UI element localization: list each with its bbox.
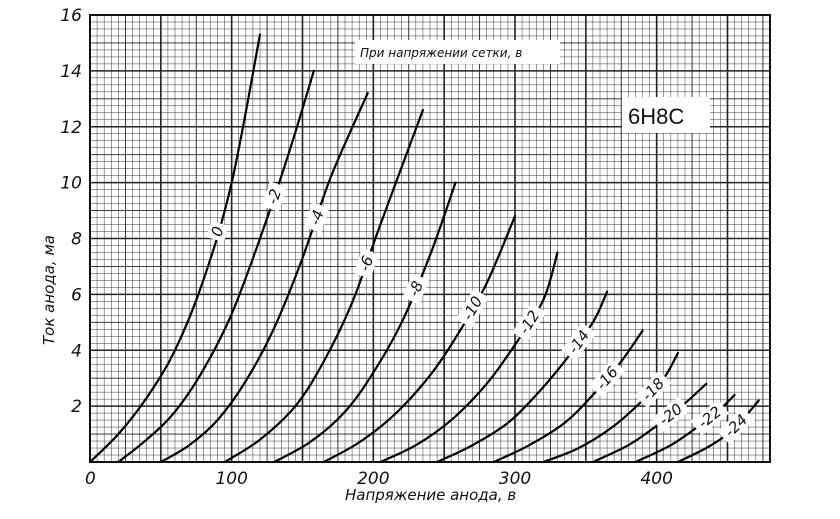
curve-label-bg xyxy=(456,288,489,328)
curve-grid--2 xyxy=(117,69,315,464)
curve-grid-0 xyxy=(88,33,262,464)
y-tick-label: 4 xyxy=(71,341,82,361)
curve-label-group: -8 xyxy=(402,273,430,305)
curve-label-bg xyxy=(512,302,547,342)
legend-title: При напряжении сетки, в xyxy=(360,46,522,60)
curve-label: -8 xyxy=(405,278,427,299)
curve-label-group: 0 xyxy=(206,220,229,243)
y-axis-title: Ток анода, ма xyxy=(40,235,58,345)
y-tick-label: 8 xyxy=(71,230,82,250)
curve-grid--14 xyxy=(436,290,609,464)
curve-grid--4 xyxy=(159,92,369,464)
curve-label-bg xyxy=(588,359,626,398)
curve-label-group: -4 xyxy=(303,202,330,233)
curve-grid--16 xyxy=(492,329,644,464)
curves: 0-2-4-6-8-10 -12-14-16 -18-20 -22-24 xyxy=(88,33,760,464)
x-tick-label: 400 xyxy=(640,469,672,489)
curve-label-bg xyxy=(561,322,597,362)
curve-label-bg xyxy=(690,399,730,436)
legend-box xyxy=(355,40,560,64)
curve-label: -4 xyxy=(306,207,328,227)
y-tick-label: 12 xyxy=(60,118,82,138)
tube-label-box xyxy=(622,97,710,133)
tick-labels: 0 100 200 300 400 2 4 6 8 10 12 14 16 xyxy=(60,6,673,489)
chart-grid xyxy=(89,14,771,463)
curve-label: -6 xyxy=(355,253,377,273)
y-tick-label: 6 xyxy=(71,285,82,305)
curve-grid--6 xyxy=(223,108,424,464)
curve-label-group: -2 xyxy=(261,181,287,212)
x-tick-label: 100 xyxy=(215,469,247,489)
curve-grid--12 xyxy=(379,251,559,464)
curve-grid--20 xyxy=(591,382,708,464)
curve-label-bg xyxy=(303,202,330,233)
x-tick-label: 300 xyxy=(499,469,531,489)
y-tick-label: 14 xyxy=(60,62,82,82)
curve-label-group: -14 xyxy=(561,322,597,362)
curve-label-bg xyxy=(206,220,229,243)
x-tick-label: 0 xyxy=(85,469,96,489)
tube-label: 6Н8С xyxy=(628,104,684,129)
x-tick-label: 200 xyxy=(357,469,389,489)
plot-frame xyxy=(89,14,771,463)
curve-grid--8 xyxy=(273,181,457,464)
curve-grid--10 xyxy=(322,215,517,464)
curve-label-bg xyxy=(651,396,691,433)
curve-grid--18 xyxy=(542,351,679,464)
y-tick-label: 16 xyxy=(60,6,82,26)
y-tick-label: 2 xyxy=(71,397,82,417)
curve-label-bg xyxy=(402,273,430,305)
curve-label-bg xyxy=(261,181,287,212)
curve-label-bg xyxy=(634,370,672,409)
curve-label-bg xyxy=(353,248,380,279)
curve-label-bg xyxy=(717,407,755,445)
curve-label: -2 xyxy=(263,187,285,207)
curve-label-group: -6 xyxy=(353,248,380,279)
x-axis-title: Напряжение анода, в xyxy=(345,486,516,504)
y-tick-label: 10 xyxy=(60,174,82,194)
